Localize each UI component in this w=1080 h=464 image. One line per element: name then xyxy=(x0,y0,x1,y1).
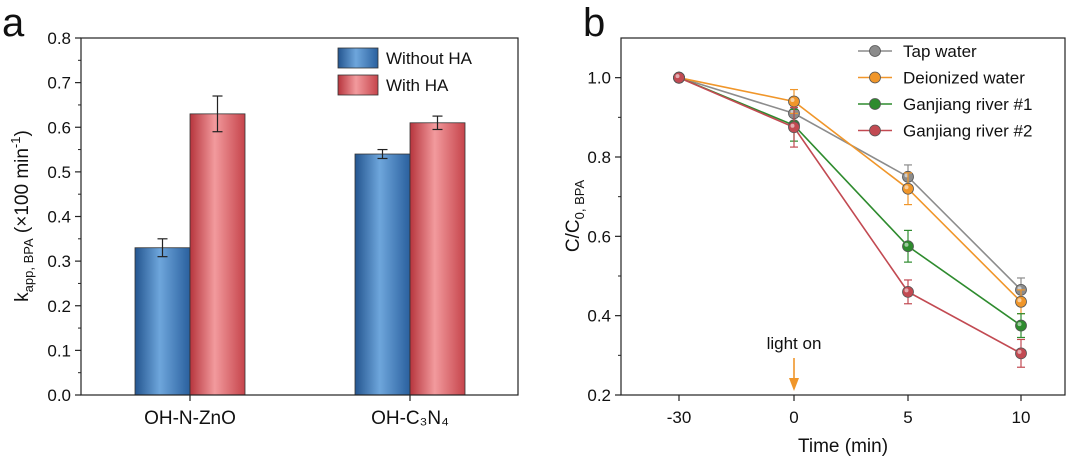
category-label: OH-C₃N₄ xyxy=(371,408,449,429)
chart-b-series xyxy=(673,71,1027,368)
bar-with-ha xyxy=(409,122,466,396)
chart-b: 0.2 0.4 0.6 0.8 1.0 -30 0 5 10 light on Time (m… xyxy=(563,37,1066,457)
chart-b-y-tick-label: 0.4 xyxy=(587,307,611,326)
legend-label: Without HA xyxy=(386,49,473,68)
series-line xyxy=(678,76,1022,303)
panel-letter-a: a xyxy=(2,1,25,45)
legend-marker xyxy=(869,71,881,84)
chart-b-y-tick-label: 0.2 xyxy=(587,386,611,405)
legend-label: Deionized water xyxy=(903,69,1025,88)
chart-a-y-tick-label: 0.6 xyxy=(47,118,71,137)
data-point xyxy=(902,285,914,298)
chart-b-y-tick-label: 0.6 xyxy=(587,227,611,246)
legend-swatch xyxy=(337,47,379,69)
chart-a-y-tick-label: 0.4 xyxy=(47,208,71,227)
data-point-highlight xyxy=(1017,349,1022,354)
data-point xyxy=(1015,347,1027,360)
legend-marker xyxy=(869,45,881,57)
light-on-arrow-head xyxy=(789,378,799,391)
chart-b-x-ticks: -30 0 5 10 xyxy=(667,395,1031,427)
series-line xyxy=(678,76,1022,327)
category-label: OH-N-ZnO xyxy=(144,408,236,429)
legend-label: Tap water xyxy=(903,42,977,61)
chart-a-y-tick-label: 0.1 xyxy=(47,341,71,360)
chart-b-x-tick-label: 0 xyxy=(789,408,798,427)
bar-without-ha xyxy=(134,247,191,396)
chart-b-y-axis-title: C/C0, BPA xyxy=(563,180,587,253)
chart-b-y-tick-label: 1.0 xyxy=(587,69,611,88)
chart-b-annotation: light on xyxy=(767,334,822,391)
legend-label: With HA xyxy=(386,76,449,95)
chart-a-y-tick-label: 0.8 xyxy=(47,29,71,48)
panel-letter-b: b xyxy=(583,1,605,45)
series-line xyxy=(678,76,1022,355)
chart-b-y-ticks: 0.2 0.4 0.6 0.8 1.0 xyxy=(587,69,621,405)
chart-a-legend: Without HA With HA xyxy=(337,47,473,96)
chart-b-frame xyxy=(620,37,1066,396)
series-ganjiang-river-2 xyxy=(673,71,1027,368)
bar-with-ha xyxy=(189,113,246,396)
chart-b-x-tick-label: 10 xyxy=(1012,408,1031,427)
chart-a-y-tick-label: 0.0 xyxy=(47,386,71,405)
chart-b-x-tick-label: -30 xyxy=(667,408,692,427)
data-point-highlight xyxy=(1017,298,1022,303)
data-point xyxy=(1015,295,1027,308)
data-point-highlight xyxy=(790,97,795,102)
data-point-highlight xyxy=(904,288,909,293)
chart-a-y-ticks: 0.0 0.1 0.2 0.3 0.4 0.5 0.6 0.7 0.8 xyxy=(47,29,81,405)
data-point xyxy=(1015,319,1027,332)
data-point-highlight xyxy=(904,242,909,247)
chart-a-y-tick-label: 0.5 xyxy=(47,163,71,182)
chart-a-errorbars xyxy=(157,95,443,258)
light-on-label: light on xyxy=(767,334,822,353)
data-point xyxy=(902,182,914,195)
data-point xyxy=(788,121,800,134)
data-point-highlight xyxy=(904,185,909,190)
legend-swatch xyxy=(337,74,379,96)
data-point xyxy=(902,240,914,253)
data-point xyxy=(788,95,800,108)
chart-b-x-tick-label: 5 xyxy=(903,408,912,427)
chart-a-y-tick-label: 0.2 xyxy=(47,297,71,316)
chart-b-legend: Tap water Deionized water Ganjiang river #… xyxy=(858,42,1032,141)
legend-marker xyxy=(869,124,881,137)
data-point-highlight xyxy=(1017,322,1022,327)
legend-label: Ganjiang river #2 xyxy=(903,122,1032,141)
chart-a-y-axis-title: kapp, BPA (×100 min-1) xyxy=(8,130,36,302)
data-point xyxy=(673,71,685,84)
series-deionized-water xyxy=(673,71,1027,315)
data-point-highlight xyxy=(675,74,680,79)
bar-without-ha xyxy=(354,153,411,396)
chart-a-x-labels: OH-N-ZnO OH-C₃N₄ xyxy=(144,395,449,429)
legend-label: Ganjiang river #1 xyxy=(903,95,1032,114)
chart-b-y-tick-label: 0.8 xyxy=(587,148,611,167)
legend-marker xyxy=(869,98,881,110)
chart-a-bars xyxy=(134,113,466,396)
chart-b-x-axis-title: Time (min) xyxy=(798,436,888,457)
chart-a-y-tick-label: 0.7 xyxy=(47,74,71,93)
chart-a: 0.0 0.1 0.2 0.3 0.4 0.5 0.6 0.7 0.8 OH-N-ZnO OH-C… xyxy=(8,29,519,429)
chart-a-y-tick-label: 0.3 xyxy=(47,252,71,271)
data-point-highlight xyxy=(790,123,795,128)
